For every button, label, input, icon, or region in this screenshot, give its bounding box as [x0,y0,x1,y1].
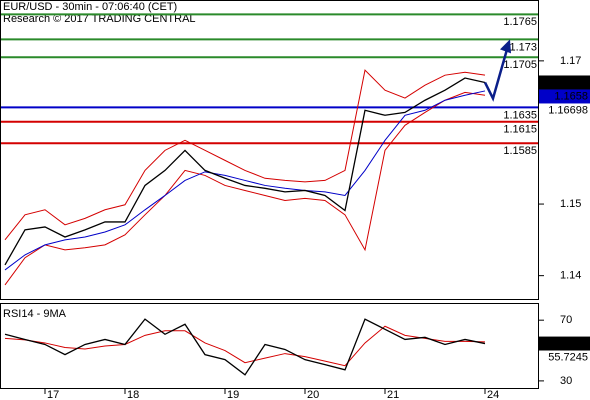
level-label: 1.1615 [503,124,537,136]
target-arrow [483,49,509,102]
series-line [4,90,486,271]
price-tag [539,89,590,104]
y-tick-label: 30 [560,375,572,387]
price-tag-label: 1.16698 [548,104,588,116]
y-tick-label: 70 [560,314,572,326]
y-tick-label: 1.14 [560,270,581,282]
price-panel [0,0,539,300]
price-tag-label: 54.5868 [548,337,588,349]
chart-title: EUR/USD - 30min - 07:06:40 (CET) [3,1,177,13]
target-arrow-head [500,39,511,54]
x-tick-label: 21 [387,389,399,400]
price-tag [539,350,590,365]
series-line [4,91,486,286]
series-line [4,325,486,367]
x-tick-label: 18 [127,389,139,400]
price-tag-label: 1.1658 [554,90,588,102]
x-tick-label: 20 [307,389,319,400]
series-line [4,77,486,266]
level-label: 1.1635 [503,109,537,121]
price-tag-label: 55.7245 [548,351,588,363]
rsi-title: RSI14 - 9MA [3,308,67,320]
chart-subtitle: Research © 2017 TRADING CENTRAL [3,13,196,25]
series-line [4,69,486,241]
y-tick-label: 1.15 [560,198,581,210]
level-label: 1.1705 [503,59,537,71]
price-tag [539,103,590,118]
series-line [4,318,486,376]
price-tag [539,336,590,351]
price-tag [539,75,590,90]
x-tick-label: 17 [47,389,59,400]
y-tick-label: 1.17 [560,55,581,67]
level-label: 1.1765 [503,16,537,28]
x-tick-label: 19 [227,389,239,400]
level-label: 1.1585 [503,145,537,157]
level-label: 1.173 [509,41,537,53]
rsi-panel [0,303,539,389]
x-tick-label: 24 [487,389,499,400]
price-tag-label: 1.16698 [548,76,588,88]
